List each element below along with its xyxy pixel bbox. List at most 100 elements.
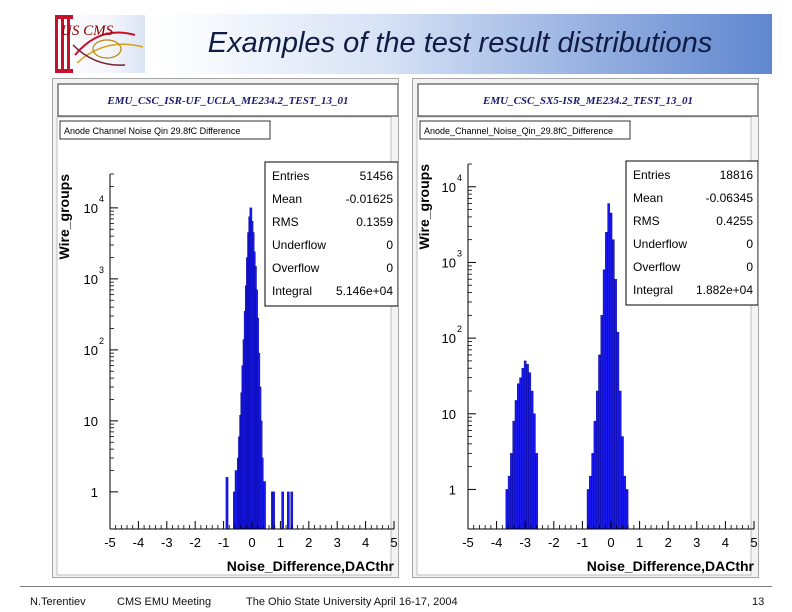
- stats-label: Entries: [633, 168, 670, 182]
- histogram-panel-right: EMU_CSC_SX5-ISR_ME234.2_TEST_13_01 Anode_…: [412, 78, 759, 578]
- histogram-bar: [602, 269, 606, 530]
- stats-label: Mean: [272, 192, 302, 206]
- stats-label: Underflow: [633, 237, 687, 251]
- footer-venue-date: The Ohio State University April 16-17, 2…: [246, 596, 458, 608]
- stats-value: 0: [386, 261, 393, 275]
- y-tick-label: 10: [84, 414, 98, 429]
- canvas-title: EMU_CSC_ISR-UF_UCLA_ME234.2_TEST_13_01: [106, 95, 348, 107]
- histogram-title: Anode Channel Noise Qin 29.8fC Differenc…: [64, 126, 240, 136]
- logo-text: US CMS: [61, 23, 114, 39]
- x-tick-label: -2: [548, 535, 560, 550]
- stats-label: Integral: [272, 284, 312, 298]
- x-tick-label: 2: [665, 535, 672, 550]
- footer-meeting: CMS EMU Meeting: [117, 596, 212, 608]
- histogram-bar: [281, 491, 284, 530]
- histogram-bar: [621, 436, 624, 530]
- stats-value: 0.4255: [716, 214, 753, 228]
- x-tick-label: -4: [133, 535, 145, 550]
- stats-label: RMS: [633, 214, 660, 228]
- stats-label: Overflow: [272, 261, 320, 275]
- histogram-bar: [611, 239, 615, 530]
- x-tick-label: -1: [577, 535, 589, 550]
- histogram-bar: [533, 413, 536, 530]
- histogram-bar: [530, 390, 534, 530]
- x-tick-label: 0: [607, 535, 614, 550]
- y-tick-label: 10: [84, 343, 98, 358]
- x-tick-label: 4: [722, 535, 729, 550]
- y-tick-exponent: 3: [99, 265, 104, 275]
- histogram-chart-left: EMU_CSC_ISR-UF_UCLA_ME234.2_TEST_13_01 An…: [56, 83, 398, 576]
- histogram-bar: [523, 360, 527, 530]
- stats-box: [625, 160, 758, 306]
- histogram-bar: [526, 364, 529, 530]
- histogram-bar: [517, 383, 520, 530]
- stats-value: 51456: [360, 169, 394, 183]
- histogram-bar: [586, 489, 590, 530]
- canvas-title: EMU_CSC_SX5-ISR_ME234.2_TEST_13_01: [482, 95, 693, 107]
- histogram-bar: [510, 453, 513, 530]
- x-tick-label: 0: [248, 535, 255, 550]
- x-tick-label: 5: [750, 535, 757, 550]
- histogram-bar: [618, 390, 622, 530]
- x-tick-label: -5: [462, 535, 474, 550]
- x-tick-label: -3: [161, 535, 173, 550]
- y-tick-exponent: 4: [457, 173, 462, 183]
- histogram-bar: [514, 400, 518, 530]
- histogram-bar: [260, 457, 264, 530]
- stats-value: 1.882e+04: [696, 283, 753, 297]
- y-tick-label: 10: [442, 180, 456, 195]
- x-tick-label: -1: [218, 535, 230, 550]
- histogram-bar: [593, 420, 597, 530]
- y-tick-label: 10: [442, 255, 456, 270]
- y-tick-exponent: 2: [457, 324, 462, 334]
- y-tick-exponent: 3: [457, 248, 462, 258]
- histogram-bar: [528, 372, 532, 530]
- page-number: 13: [752, 596, 765, 608]
- histogram-bar: [234, 470, 238, 530]
- x-tick-label: 3: [693, 535, 700, 550]
- stats-value: 0: [746, 237, 753, 251]
- y-tick-label: 10: [84, 201, 98, 216]
- x-axis-title: Noise_Difference,DACthr: [227, 558, 395, 574]
- stats-value: 18816: [720, 168, 754, 182]
- x-tick-label: -4: [491, 535, 503, 550]
- y-axis-title: Wire_groups: [56, 174, 72, 260]
- y-tick-label: 1: [449, 482, 456, 497]
- y-tick-exponent: 4: [99, 194, 104, 204]
- title-bar: [54, 14, 772, 74]
- histogram-bar: [263, 481, 266, 530]
- histogram-bar: [623, 475, 627, 530]
- histogram-bar: [505, 489, 509, 530]
- x-tick-label: 1: [636, 535, 643, 550]
- histogram-bar: [535, 453, 538, 530]
- histogram-bar: [609, 212, 613, 530]
- histogram-bar: [605, 232, 608, 530]
- x-tick-label: 4: [362, 535, 369, 550]
- histogram-bar: [598, 354, 601, 530]
- stats-value: -0.06345: [706, 191, 754, 205]
- stats-label: Integral: [633, 283, 673, 297]
- histogram-bar: [625, 489, 629, 530]
- stats-value: 0: [746, 260, 753, 274]
- stats-label: Entries: [272, 169, 309, 183]
- histogram-title-box: [419, 120, 631, 140]
- x-tick-label: -2: [189, 535, 201, 550]
- x-tick-label: -3: [519, 535, 531, 550]
- histogram-bar: [519, 377, 522, 530]
- stats-label: RMS: [272, 215, 299, 229]
- histogram-bar: [616, 331, 620, 530]
- y-tick-label: 10: [84, 272, 98, 287]
- x-tick-label: -5: [104, 535, 116, 550]
- histogram-panel-left: EMU_CSC_ISR-UF_UCLA_ME234.2_TEST_13_01 An…: [52, 78, 399, 578]
- histogram-bar: [589, 475, 592, 530]
- stats-value: 5.146e+04: [336, 284, 393, 298]
- y-tick-label: 10: [442, 331, 456, 346]
- histogram-bar: [614, 279, 617, 530]
- histogram-title: Anode_Channel_Noise_Qin_29.8fC_Differenc…: [424, 126, 613, 136]
- footer-divider: [20, 586, 772, 587]
- footer-author: N.Terentiev: [30, 596, 86, 608]
- stats-value: 0: [386, 238, 393, 252]
- slide-title: Examples of the test result distribution…: [207, 27, 713, 59]
- histogram-bar: [507, 475, 511, 530]
- histogram-bar: [287, 491, 290, 530]
